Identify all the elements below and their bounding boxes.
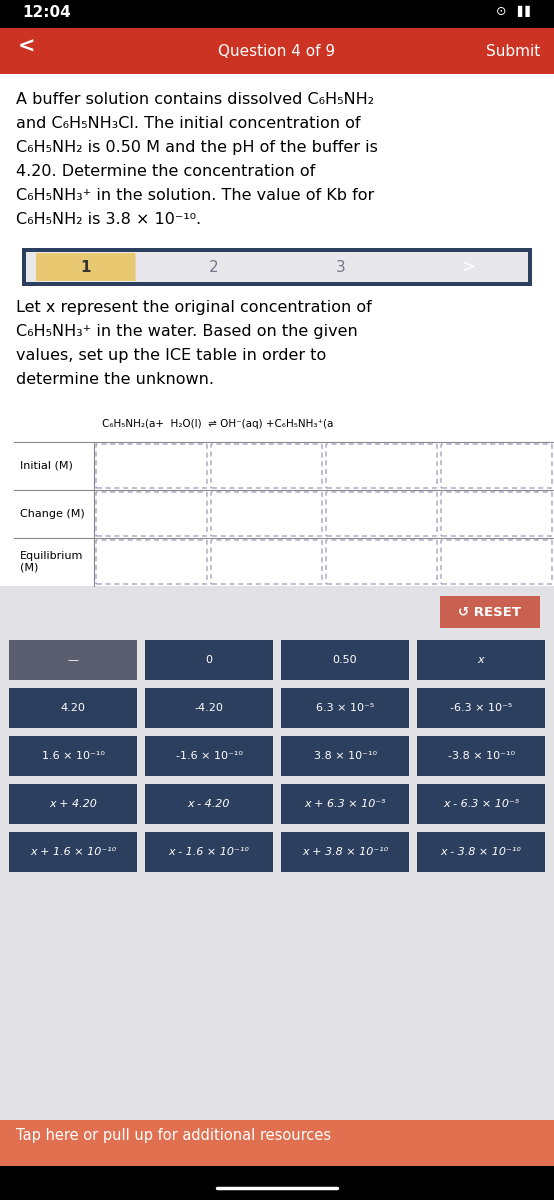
FancyBboxPatch shape	[9, 832, 137, 872]
FancyBboxPatch shape	[417, 688, 545, 728]
FancyBboxPatch shape	[9, 640, 137, 680]
Bar	[14, 406, 554, 586]
Text: 3: 3	[336, 259, 346, 275]
Text: 0.50: 0.50	[333, 655, 357, 665]
FancyBboxPatch shape	[9, 688, 137, 728]
Text: ▌▌: ▌▌	[517, 6, 534, 17]
Text: x + 3.8 × 10⁻¹⁰: x + 3.8 × 10⁻¹⁰	[302, 847, 388, 857]
Text: Change (M): Change (M)	[20, 509, 85, 518]
Text: 4.20. Determine the concentration of: 4.20. Determine the concentration of	[16, 164, 315, 179]
Text: x - 1.6 × 10⁻¹⁰: x - 1.6 × 10⁻¹⁰	[168, 847, 249, 857]
FancyBboxPatch shape	[211, 444, 322, 488]
Text: 12:04: 12:04	[22, 5, 71, 20]
FancyBboxPatch shape	[417, 784, 545, 824]
Bar	[0, 0, 554, 28]
Text: x - 3.8 × 10⁻¹⁰: x - 3.8 × 10⁻¹⁰	[440, 847, 521, 857]
FancyBboxPatch shape	[145, 736, 273, 776]
Text: Equilibrium
(M): Equilibrium (M)	[20, 551, 83, 572]
Text: —: —	[68, 655, 79, 665]
FancyBboxPatch shape	[326, 540, 437, 584]
FancyBboxPatch shape	[96, 444, 207, 488]
Text: -1.6 × 10⁻¹⁰: -1.6 × 10⁻¹⁰	[176, 751, 243, 761]
Text: >: >	[461, 258, 475, 276]
Text: C₆H₅NH₂ is 3.8 × 10⁻¹⁰.: C₆H₅NH₂ is 3.8 × 10⁻¹⁰.	[16, 212, 201, 227]
FancyBboxPatch shape	[440, 596, 540, 628]
Text: x + 4.20: x + 4.20	[49, 799, 97, 809]
Text: ⊙: ⊙	[495, 5, 506, 18]
FancyBboxPatch shape	[326, 492, 437, 536]
FancyBboxPatch shape	[22, 248, 532, 286]
FancyBboxPatch shape	[281, 784, 409, 824]
FancyBboxPatch shape	[145, 832, 273, 872]
FancyBboxPatch shape	[9, 736, 137, 776]
Text: values, set up the ICE table in order to: values, set up the ICE table in order to	[16, 348, 326, 362]
Text: x + 1.6 × 10⁻¹⁰: x + 1.6 × 10⁻¹⁰	[30, 847, 116, 857]
Text: -3.8 × 10⁻¹⁰: -3.8 × 10⁻¹⁰	[448, 751, 515, 761]
Bar	[0, 28, 554, 74]
Text: <: <	[18, 37, 35, 56]
Bar	[0, 586, 554, 1120]
FancyBboxPatch shape	[96, 540, 207, 584]
FancyBboxPatch shape	[9, 784, 137, 824]
Text: x - 6.3 × 10⁻⁵: x - 6.3 × 10⁻⁵	[443, 799, 519, 809]
Bar	[14, 406, 554, 586]
FancyBboxPatch shape	[281, 832, 409, 872]
Text: -6.3 × 10⁻⁵: -6.3 × 10⁻⁵	[450, 703, 512, 713]
FancyBboxPatch shape	[417, 640, 545, 680]
Bar	[0, 1166, 554, 1200]
Text: C₆H₅NH₂(a+  H₂O(l)  ⇌ OH⁻(aq) +C₆H₅NH₃⁺(a: C₆H₅NH₂(a+ H₂O(l) ⇌ OH⁻(aq) +C₆H₅NH₃⁺(a	[102, 419, 334, 428]
Text: 1: 1	[80, 259, 91, 275]
Bar	[0, 1120, 554, 1166]
FancyBboxPatch shape	[441, 492, 552, 536]
Text: -4.20: -4.20	[194, 703, 223, 713]
Text: 1.6 × 10⁻¹⁰: 1.6 × 10⁻¹⁰	[42, 751, 105, 761]
FancyBboxPatch shape	[281, 688, 409, 728]
Text: determine the unknown.: determine the unknown.	[16, 372, 214, 386]
FancyBboxPatch shape	[145, 640, 273, 680]
Text: Tap here or pull up for additional resources: Tap here or pull up for additional resou…	[16, 1128, 331, 1142]
FancyBboxPatch shape	[441, 540, 552, 584]
FancyBboxPatch shape	[211, 492, 322, 536]
FancyBboxPatch shape	[36, 253, 136, 281]
FancyBboxPatch shape	[26, 252, 528, 282]
Text: C₆H₅NH₃⁺ in the water. Based on the given: C₆H₅NH₃⁺ in the water. Based on the give…	[16, 324, 358, 338]
Text: 6.3 × 10⁻⁵: 6.3 × 10⁻⁵	[316, 703, 374, 713]
FancyBboxPatch shape	[211, 540, 322, 584]
Text: 0: 0	[206, 655, 213, 665]
Text: 2: 2	[208, 259, 218, 275]
Text: 4.20: 4.20	[60, 703, 85, 713]
FancyBboxPatch shape	[145, 784, 273, 824]
FancyBboxPatch shape	[145, 688, 273, 728]
FancyBboxPatch shape	[326, 444, 437, 488]
Text: Initial (M): Initial (M)	[20, 461, 73, 470]
Text: x - 4.20: x - 4.20	[188, 799, 230, 809]
FancyBboxPatch shape	[417, 736, 545, 776]
Text: x: x	[478, 655, 484, 665]
Text: and C₆H₅NH₃Cl. The initial concentration of: and C₆H₅NH₃Cl. The initial concentration…	[16, 116, 361, 131]
Text: Let x represent the original concentration of: Let x represent the original concentrati…	[16, 300, 372, 314]
Text: C₆H₅NH₃⁺ in the solution. The value of Kb for: C₆H₅NH₃⁺ in the solution. The value of K…	[16, 188, 375, 203]
Text: A buffer solution contains dissolved C₆H₅NH₂: A buffer solution contains dissolved C₆H…	[16, 92, 374, 107]
Text: 3.8 × 10⁻¹⁰: 3.8 × 10⁻¹⁰	[314, 751, 377, 761]
FancyBboxPatch shape	[417, 832, 545, 872]
Text: Question 4 of 9: Question 4 of 9	[218, 43, 336, 59]
Text: x + 6.3 × 10⁻⁵: x + 6.3 × 10⁻⁵	[304, 799, 386, 809]
FancyBboxPatch shape	[96, 492, 207, 536]
Text: ↺ RESET: ↺ RESET	[459, 606, 521, 618]
Text: C₆H₅NH₂ is 0.50 M and the pH of the buffer is: C₆H₅NH₂ is 0.50 M and the pH of the buff…	[16, 140, 378, 155]
Text: Submit: Submit	[486, 43, 540, 59]
FancyBboxPatch shape	[281, 640, 409, 680]
FancyBboxPatch shape	[281, 736, 409, 776]
FancyBboxPatch shape	[441, 444, 552, 488]
